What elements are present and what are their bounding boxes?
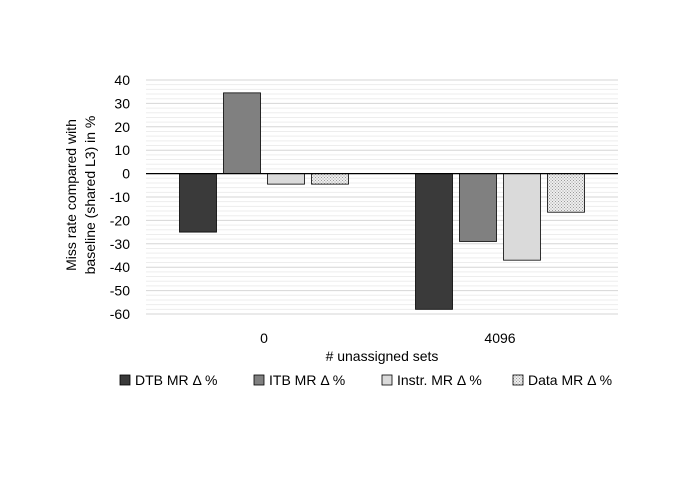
legend-label-3: Instr. MR Δ %: [397, 372, 482, 388]
y-tick-label: -30: [110, 236, 130, 252]
legend: DTB MR Δ % ITB MR Δ % Instr. MR Δ % Data MR…: [119, 372, 612, 388]
y-tick-label: -60: [110, 306, 130, 322]
bar-4-cat-0: [311, 173, 349, 185]
bar-2-cat-0: [223, 92, 261, 175]
legend-label-2: ITB MR Δ %: [269, 372, 345, 388]
y-tick-label: 30: [114, 95, 130, 111]
y-tick-label: 0: [122, 166, 130, 182]
bar-3-cat-4096: [503, 173, 541, 261]
x-axis-title: # unassigned sets: [326, 348, 439, 364]
legend-swatch-4: [512, 374, 524, 386]
x-axis-ticks: 0 4096: [260, 330, 516, 346]
legend-swatch-2: [253, 374, 265, 386]
y-tick-label: 40: [114, 72, 130, 88]
y-axis-ticks: 40 30 20 10 0 -10 -20 -30 -40 -50 -60: [110, 72, 130, 322]
legend-label-1: DTB MR Δ %: [135, 372, 217, 388]
y-tick-label: -40: [110, 259, 130, 275]
x-tick-label: 4096: [484, 330, 515, 346]
legend-swatch-3: [381, 374, 393, 386]
bar-1-cat-4096: [415, 173, 453, 310]
y-tick-label: -50: [110, 283, 130, 299]
y-axis-title-line-2: baseline (shared L3) in %: [82, 116, 98, 275]
y-tick-label: 10: [114, 142, 130, 158]
y-axis-title-line-1: Miss rate compared with: [63, 119, 79, 271]
x-tick-label: 0: [260, 330, 268, 346]
y-tick-label: -20: [110, 212, 130, 228]
bar-3-cat-0: [267, 173, 305, 185]
bar-2-cat-4096: [459, 173, 497, 242]
legend-swatch-1: [119, 374, 131, 386]
bar-1-cat-0: [179, 173, 217, 233]
y-tick-label: -10: [110, 189, 130, 205]
bar-4-cat-4096: [547, 173, 585, 213]
legend-label-4: Data MR Δ %: [528, 372, 612, 388]
y-tick-label: 20: [114, 119, 130, 135]
